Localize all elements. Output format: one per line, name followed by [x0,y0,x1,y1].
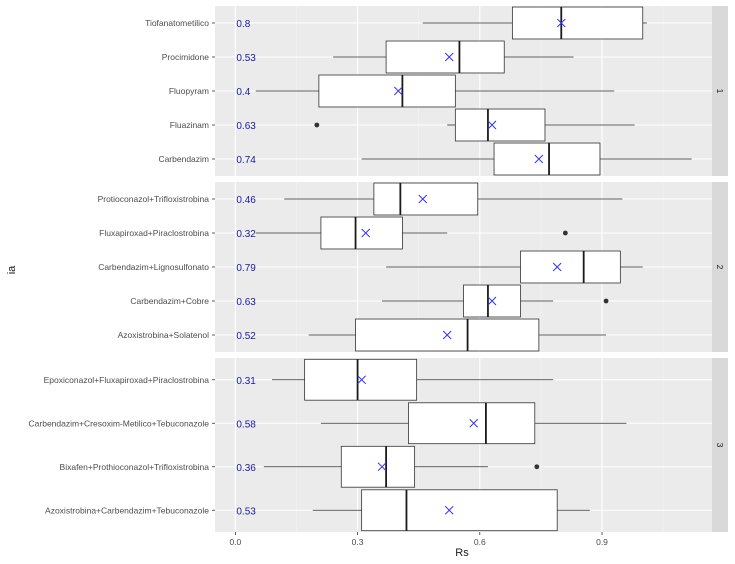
mean-marker [487,120,497,130]
mean-marker [444,505,454,515]
iqr-box [373,182,479,216]
value-label: 0.32 [236,229,256,240]
value-label: 0.8 [236,19,250,30]
category-label: Carbendazim+Cobre [130,296,209,306]
x-tick-label: 0.0 [229,537,241,547]
facet-strip-label: 1 [715,89,725,94]
y-axis-title: ia [6,265,18,274]
category-label: Azoxistrobina+Solatenol [118,330,210,340]
mean-marker [393,86,403,96]
value-label: 0.31 [236,376,256,387]
mean-marker [418,194,428,204]
outlier-point [603,298,609,304]
category-label: Fluopyram [169,86,209,96]
category-label: Bixafen+Prothioconazol+Trifloxistrobina [60,462,210,472]
iqr-box [454,108,546,142]
iqr-box [520,250,621,284]
facet-strip [712,358,728,532]
value-label: 0.53 [236,506,256,517]
category-label: Carbendazim+Cresoxim-Metilico+Tebuconazo… [29,418,210,428]
category-label: Azoxistrobina+Carbendazim+Tebuconazole [45,505,209,515]
iqr-box [511,6,644,40]
marks-layer [255,6,692,532]
category-label: Procimidone [162,52,210,62]
iqr-box [320,216,403,250]
mean-marker [469,418,479,428]
category-label: Tiofanatometilico [145,18,209,28]
category-label: Epoxiconazol+Fluxapiroxad+Piraclostrobin… [44,375,210,385]
mean-marker [552,262,562,272]
labels-layer: 1 Tiofanatometilico 0.8 Procimidone 0.53 Fluo… [29,18,725,547]
category-label: Protioconazol+Trifloxistrobina [98,194,210,204]
value-label: 0.53 [236,53,256,64]
value-label: 0.63 [236,297,256,308]
value-label: 0.36 [236,463,256,474]
value-label: 0.63 [236,121,256,132]
mean-marker [444,52,454,62]
mean-marker [556,18,566,28]
outlier-point [534,464,540,470]
iqr-box [493,142,601,176]
value-label: 0.74 [236,155,256,166]
x-tick-label: 0.6 [474,537,486,547]
mean-marker [534,154,544,164]
iqr-box [318,74,456,108]
iqr-box [361,489,558,532]
facet-strip-label: 3 [715,443,725,448]
x-tick-label: 0.3 [352,537,364,547]
category-label: Fluazinam [170,120,209,130]
outlier-point [314,122,320,128]
x-axis-title: Rs [455,547,469,559]
iqr-box [304,358,418,401]
x-tick-label: 0.9 [596,537,608,547]
mean-marker [377,462,387,472]
value-label: 0.4 [236,87,250,98]
value-label: 0.46 [236,195,256,206]
value-label: 0.58 [236,419,256,430]
mean-marker [487,296,497,306]
iqr-box [408,402,536,445]
mean-marker [361,228,371,238]
outlier-point [562,230,568,236]
mean-marker [442,330,452,340]
value-label: 0.52 [236,331,256,342]
facet-strip [712,182,728,352]
category-label: Carbendazim [158,154,209,164]
iqr-box [340,445,416,488]
facet-strip [712,6,728,176]
panels-layer [215,6,728,532]
value-label: 0.79 [236,263,256,274]
facet-strip-label: 2 [715,265,725,270]
category-label: Fluxapiroxad+Piraclostrobina [99,228,209,238]
mean-marker [357,375,367,385]
iqr-box [385,40,505,74]
category-label: Carbendazim+Lignosulfonato [98,262,209,272]
